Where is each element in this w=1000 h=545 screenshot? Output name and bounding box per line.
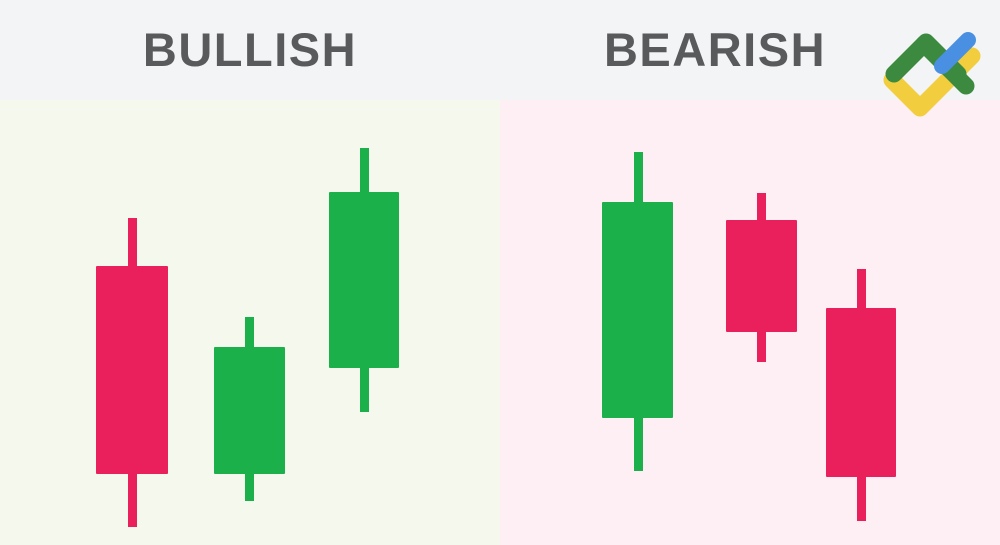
candle-body xyxy=(726,220,797,332)
candle-body xyxy=(214,347,285,474)
header-bar: BULLISH BEARISH xyxy=(0,0,1000,100)
logo-blue-diagonal xyxy=(934,32,976,74)
page-title-bearish: BEARISH xyxy=(603,23,827,76)
page-title-bullish: BULLISH xyxy=(142,23,358,76)
candle-body xyxy=(602,202,673,418)
brand-logo[interactable] xyxy=(880,18,990,128)
candle-body xyxy=(96,266,168,474)
candle-body xyxy=(329,192,399,368)
candle-body xyxy=(826,308,896,477)
